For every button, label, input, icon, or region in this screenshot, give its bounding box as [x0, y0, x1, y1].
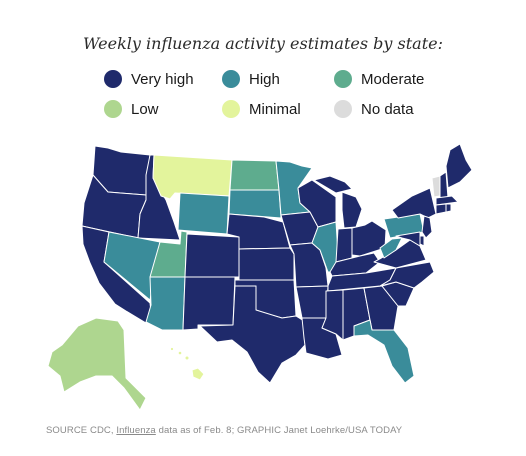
state-michigan[interactable]	[341, 191, 363, 229]
legend-label-no-data: No data	[361, 100, 414, 118]
legend-item-low: Low	[104, 100, 222, 118]
state-maine[interactable]	[445, 143, 473, 189]
legend-label-very-high: Very high	[131, 70, 194, 88]
state-delaware[interactable]	[419, 235, 425, 247]
legend-item-very-high: Very high	[104, 70, 222, 88]
legend-swatch-moderate	[334, 70, 352, 88]
legend: Very high High Moderate Low Minimal No d…	[104, 70, 444, 118]
state-new-jersey[interactable]	[421, 215, 433, 239]
legend-swatch-very-high	[104, 70, 122, 88]
legend-item-moderate: Moderate	[334, 70, 444, 88]
legend-label-moderate: Moderate	[361, 70, 425, 88]
state-wyoming[interactable]	[177, 192, 230, 235]
legend-label-high: High	[249, 70, 280, 88]
legend-swatch-high	[222, 70, 240, 88]
state-florida[interactable]	[353, 319, 415, 384]
hawaii-island-maui	[184, 355, 190, 361]
state-vermont[interactable]	[431, 175, 441, 198]
legend-swatch-minimal	[222, 100, 240, 118]
legend-item-no-data: No data	[334, 100, 444, 118]
state-alaska[interactable]	[47, 317, 147, 411]
legend-item-high: High	[222, 70, 334, 88]
state-new-york[interactable]	[391, 187, 437, 219]
state-michigan-upper[interactable]	[313, 175, 353, 194]
state-north-dakota[interactable]	[229, 159, 280, 191]
state-hawaii[interactable]	[191, 367, 205, 381]
source-link-influenza[interactable]: Influenza	[116, 425, 156, 436]
state-maryland[interactable]	[395, 231, 421, 247]
legend-swatch-low	[104, 100, 122, 118]
state-connecticut[interactable]	[435, 203, 447, 215]
legend-label-low: Low	[131, 100, 159, 118]
source-suffix: data as of Feb. 8; GRAPHIC Janet Loehrke…	[155, 425, 403, 436]
state-ohio[interactable]	[351, 220, 387, 257]
state-arkansas[interactable]	[295, 285, 329, 319]
state-texas[interactable]	[199, 285, 306, 384]
legend-swatch-no-data	[334, 100, 352, 118]
state-rhode-island[interactable]	[445, 203, 452, 213]
state-south-dakota[interactable]	[228, 189, 282, 219]
state-nevada[interactable]	[103, 231, 161, 301]
hawaii-island-kauai	[169, 346, 175, 352]
state-colorado[interactable]	[184, 233, 240, 278]
state-west-virginia[interactable]	[379, 237, 403, 259]
legend-label-minimal: Minimal	[249, 100, 301, 118]
state-montana[interactable]	[152, 154, 233, 200]
map-title: Weekly influenza activity estimates by s…	[83, 34, 443, 53]
state-new-mexico[interactable]	[182, 276, 236, 331]
state-kansas[interactable]	[238, 247, 295, 281]
state-north-carolina[interactable]	[379, 261, 435, 289]
hawaii-island-oahu	[177, 350, 183, 356]
legend-item-minimal: Minimal	[222, 100, 334, 118]
state-arizona[interactable]	[145, 276, 186, 331]
state-indiana[interactable]	[335, 227, 353, 263]
source-prefix: SOURCE CDC,	[46, 425, 117, 436]
source-note: SOURCE CDC, Influenza data as of Feb. 8;…	[46, 425, 402, 436]
state-massachusetts[interactable]	[435, 195, 459, 206]
